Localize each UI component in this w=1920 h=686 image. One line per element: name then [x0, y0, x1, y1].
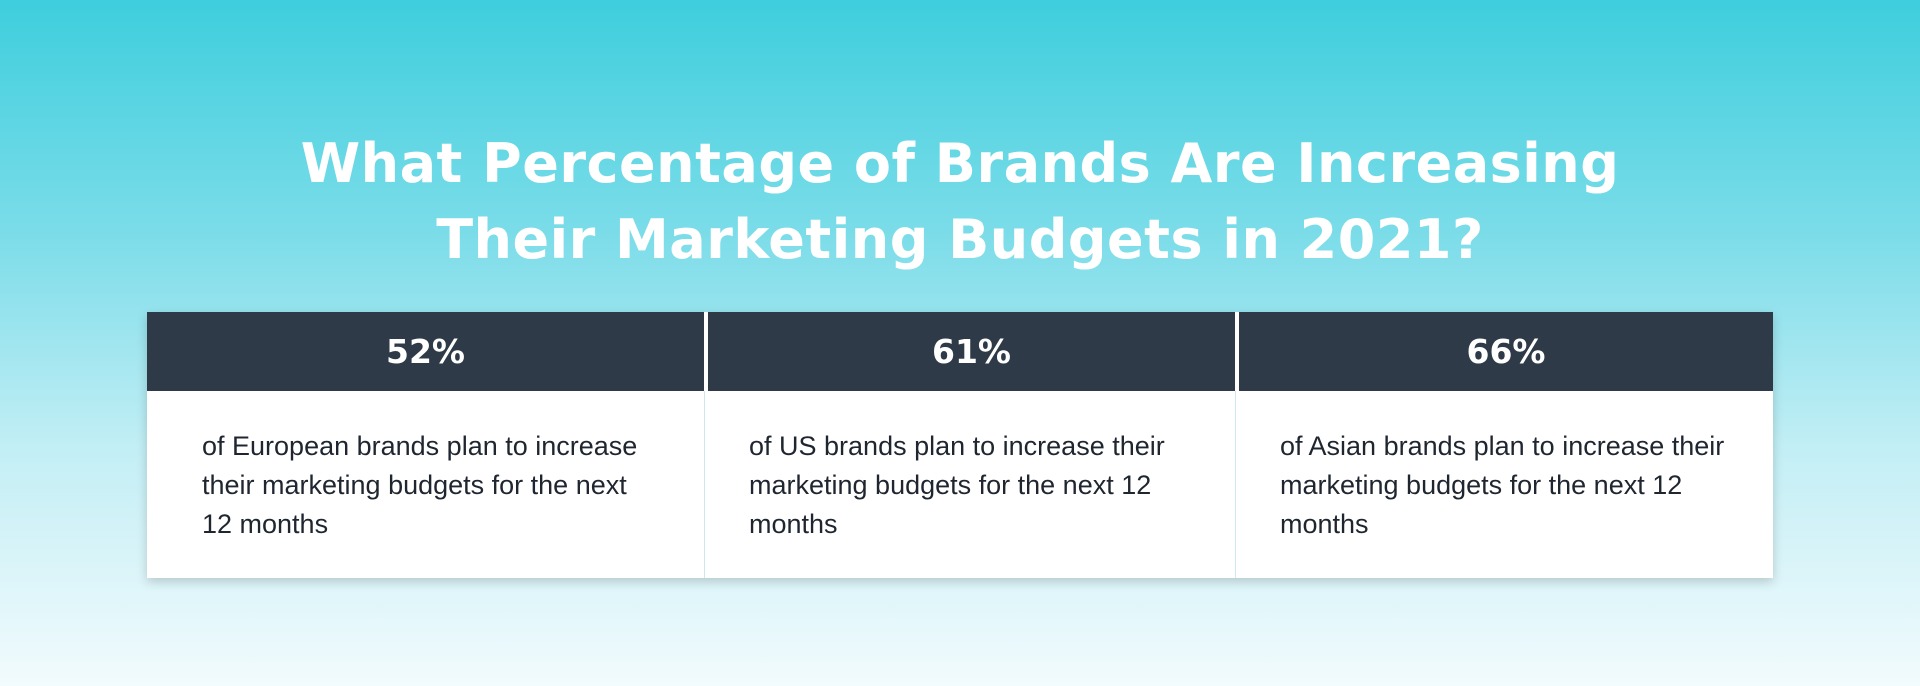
stat-description-europe: of European brands plan to increase thei… — [147, 391, 704, 578]
title-line-2: Their Marketing Budgets in 2021? — [436, 208, 1484, 272]
stat-description-asia: of Asian brands plan to increase their m… — [1235, 391, 1773, 578]
page-title: What Percentage of Brands Are Increasing… — [0, 126, 1920, 278]
stat-column-europe: 52% of European brands plan to increase … — [147, 312, 704, 578]
stat-description-us: of US brands plan to increase their mark… — [704, 391, 1235, 578]
title-line-1: What Percentage of Brands Are Increasing — [300, 132, 1620, 196]
stat-value-europe: 52% — [147, 312, 704, 391]
stat-value-us: 61% — [708, 312, 1235, 391]
stat-column-asia: 66% of Asian brands plan to increase the… — [1235, 312, 1773, 578]
stat-value-asia: 66% — [1239, 312, 1773, 391]
stat-column-us: 61% of US brands plan to increase their … — [704, 312, 1235, 578]
stats-table: 52% of European brands plan to increase … — [147, 312, 1773, 578]
